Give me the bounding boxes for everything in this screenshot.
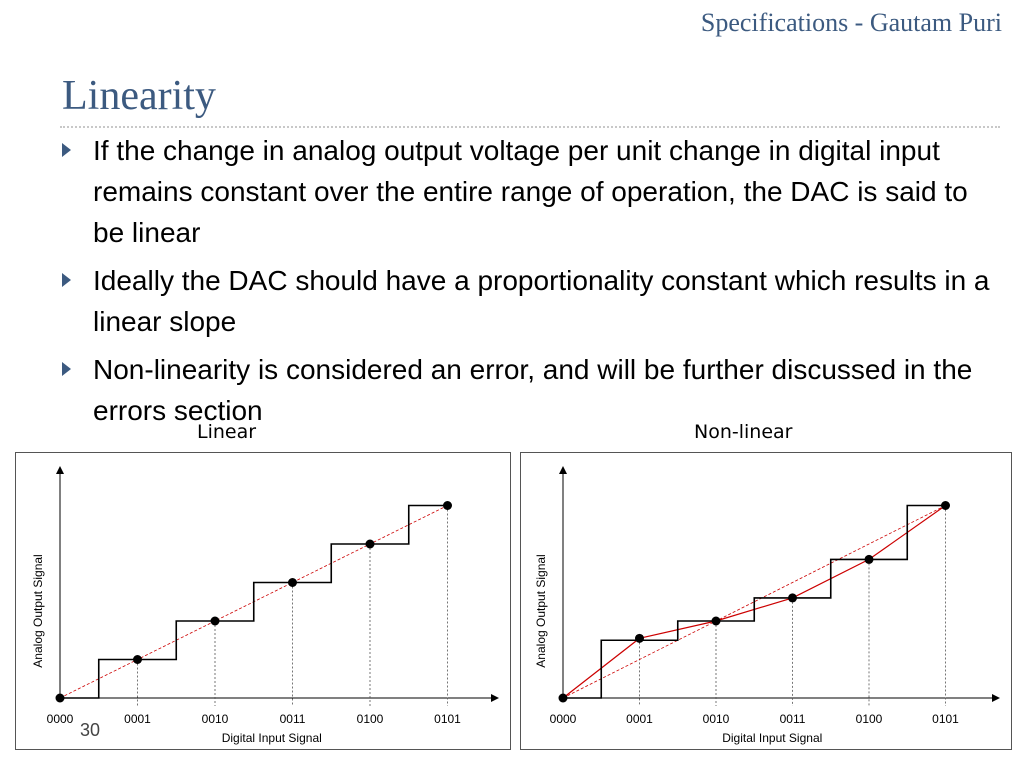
nonlinear-chart-svg: 0000 0001 0010 0011 0100 0101 Digital Input Si… (534, 466, 1000, 745)
linear-tick-label: 0011 (280, 712, 306, 726)
bullet-item: If the change in analog output voltage p… (60, 130, 990, 253)
linear-chart-svg: 0000 0001 0010 0011 0100 0101 Digital Input Si… (31, 466, 499, 745)
nonlinear-data-point (864, 554, 874, 564)
nonlinear-tick-label: 0100 (856, 712, 883, 726)
linear-data-point (365, 539, 375, 549)
linear-chart: 0000 0001 0010 0011 0100 0101 Digital Input Si… (15, 452, 511, 750)
nonlinear-chart-title: Non-linear (694, 421, 793, 443)
bullet-list: If the change in analog output voltage p… (60, 130, 990, 438)
bullet-item: Non-linearity is considered an error, an… (60, 349, 990, 431)
slide-title: Linearity (62, 73, 216, 119)
linear-data-point (288, 578, 297, 587)
linear-data-point (133, 655, 142, 664)
linear-tick-label: 0000 (47, 712, 74, 726)
nonlinear-x-axis-label: Digital Input Signal (722, 731, 822, 745)
nonlinear-staircase (563, 504, 946, 699)
linear-data-point (443, 501, 452, 510)
linear-x-axis-label: Digital Input Signal (222, 731, 322, 745)
nonlinear-data-point (941, 501, 950, 510)
bullet-text: If the change in analog output voltage p… (93, 135, 968, 248)
nonlinear-tick-label: 0011 (780, 712, 806, 726)
bullet-item: Ideally the DAC should have a proportion… (60, 260, 990, 342)
linear-tick-label: 0101 (434, 712, 461, 726)
nonlinear-ideal-line (562, 505, 946, 699)
linear-staircase (60, 504, 448, 699)
bullet-text: Non-linearity is considered an error, an… (93, 354, 973, 426)
nonlinear-tick-label: 0001 (626, 712, 653, 726)
linear-chart-title: Linear (197, 421, 257, 443)
bullet-text: Ideally the DAC should have a proportion… (93, 265, 990, 337)
linear-tick-label: 0100 (357, 712, 384, 726)
title-divider (60, 126, 1000, 128)
nonlinear-tick-label: 0000 (550, 712, 577, 726)
nonlinear-data-point (788, 593, 797, 603)
slide-number: 30 (80, 720, 101, 740)
triangle-bullet-icon (62, 273, 71, 287)
presenter-header: Specifications - Gautam Puri (700, 8, 1002, 37)
nonlinear-data-point (558, 693, 568, 703)
nonlinear-data-point (711, 616, 721, 626)
linear-tick-label: 0001 (124, 712, 151, 726)
linear-data-point (210, 616, 220, 626)
nonlinear-data-point (635, 633, 644, 643)
linear-y-axis-label: Analog Output Signal (31, 554, 45, 667)
linear-data-point (55, 693, 65, 703)
nonlinear-tick-label: 0010 (703, 712, 730, 726)
nonlinear-y-axis-label: Analog Output Signal (534, 554, 548, 667)
linear-tick-label: 0010 (202, 712, 229, 726)
nonlinear-chart: 0000 0001 0010 0011 0100 0101 Digital Input Si… (520, 452, 1012, 750)
triangle-bullet-icon (62, 362, 71, 376)
nonlinear-tick-label: 0101 (932, 712, 959, 726)
triangle-bullet-icon (62, 143, 71, 157)
